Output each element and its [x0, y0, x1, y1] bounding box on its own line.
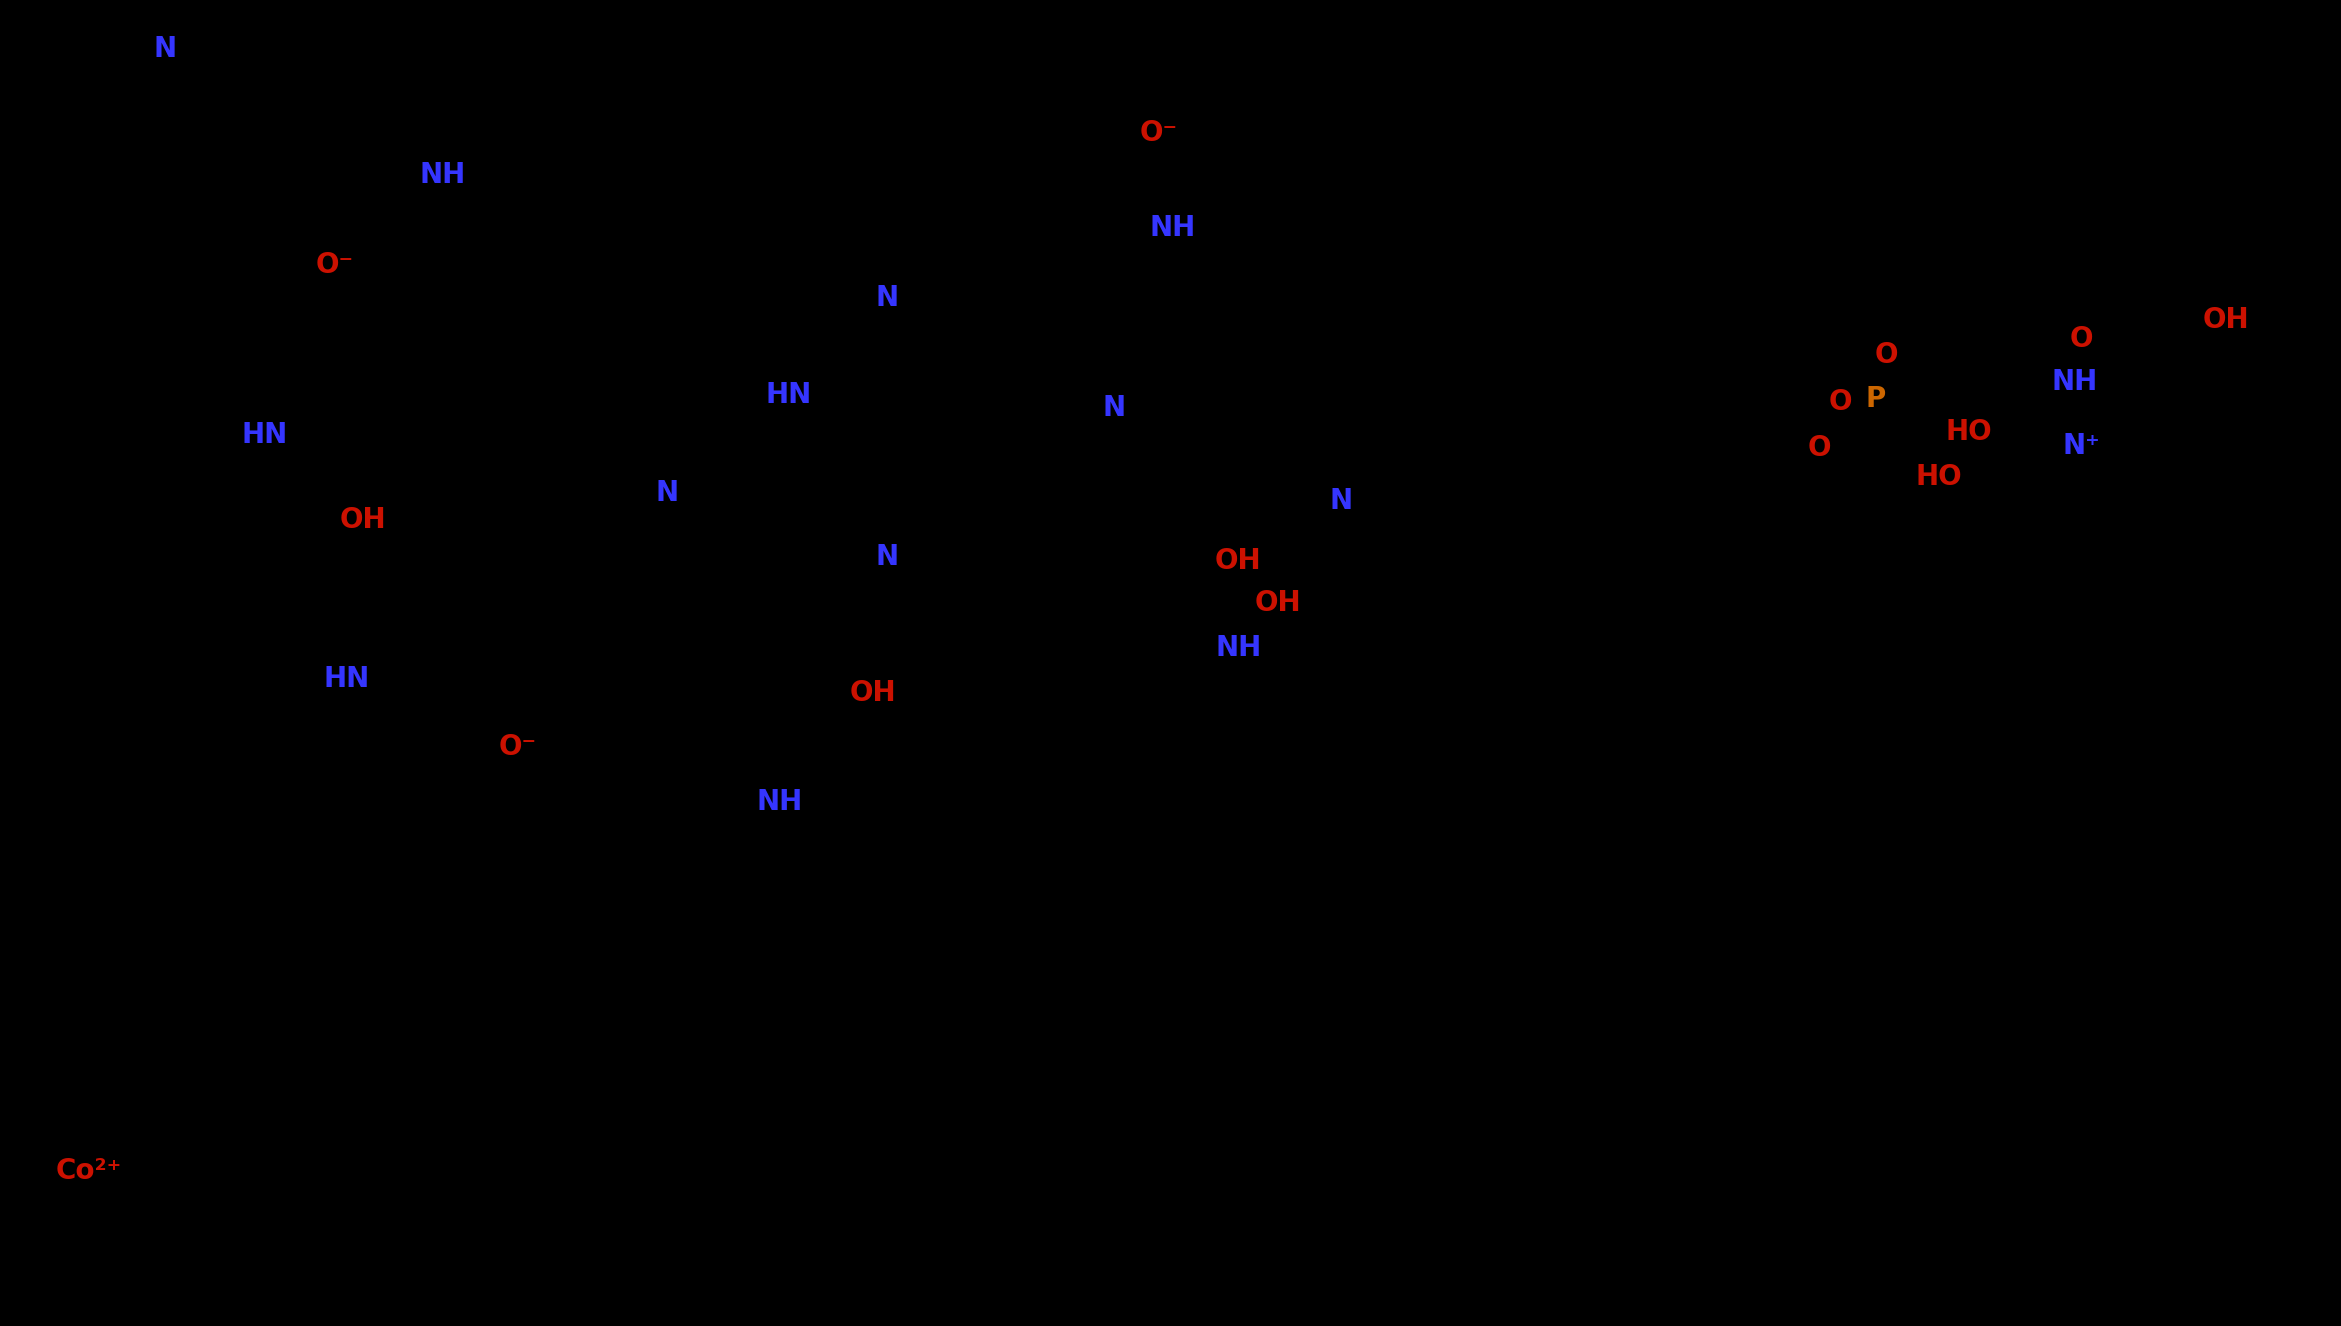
- Text: HO: HO: [1945, 418, 1992, 447]
- Text: N⁺: N⁺: [2062, 431, 2100, 460]
- Text: OH: OH: [850, 679, 897, 708]
- Text: NH: NH: [419, 160, 466, 190]
- Text: HN: HN: [766, 381, 812, 410]
- Text: OH: OH: [1215, 546, 1262, 575]
- Text: O⁻: O⁻: [499, 732, 536, 761]
- Text: O: O: [1807, 434, 1831, 463]
- Text: OH: OH: [1255, 589, 1302, 618]
- Text: O⁻: O⁻: [316, 251, 353, 280]
- Text: N: N: [1330, 487, 1353, 516]
- Text: N: N: [876, 542, 899, 572]
- Text: HN: HN: [241, 420, 288, 450]
- Text: Co²⁺: Co²⁺: [56, 1156, 122, 1185]
- Text: N: N: [655, 479, 679, 508]
- Text: P: P: [1866, 385, 1885, 414]
- Text: O: O: [2069, 325, 2093, 354]
- Text: NH: NH: [1215, 634, 1262, 663]
- Text: HO: HO: [1915, 463, 1962, 492]
- Text: N: N: [1103, 394, 1126, 423]
- Text: N: N: [155, 34, 176, 64]
- Text: N: N: [876, 284, 899, 313]
- Text: OH: OH: [2203, 305, 2250, 334]
- Text: OH: OH: [339, 505, 386, 534]
- Text: NH: NH: [1149, 213, 1196, 243]
- Text: O: O: [1875, 341, 1899, 370]
- Text: O: O: [1828, 387, 1852, 416]
- Text: HN: HN: [323, 664, 370, 693]
- Text: O⁻: O⁻: [1140, 118, 1178, 147]
- Text: NH: NH: [2051, 367, 2098, 396]
- Text: NH: NH: [756, 788, 803, 817]
